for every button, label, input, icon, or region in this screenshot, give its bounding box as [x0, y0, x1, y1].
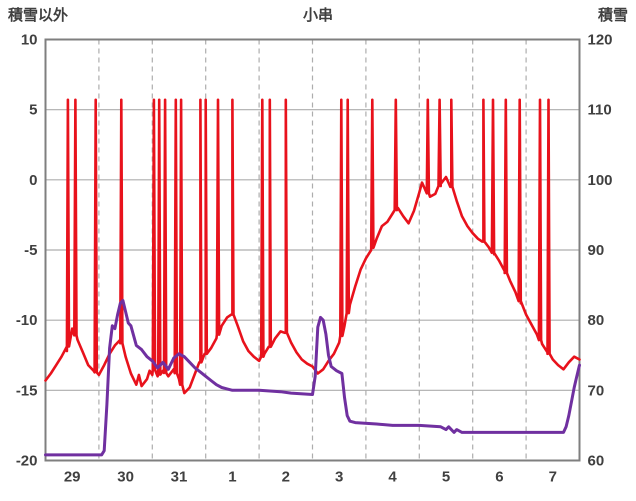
left-axis-tick-label: -5 [24, 242, 37, 259]
x-axis-day-label: 1 [228, 469, 236, 486]
x-axis-day-label: 31 [171, 469, 188, 486]
series-line-snow-depth [44, 299, 581, 457]
left-axis-tick-label: 0 [29, 172, 37, 189]
right-axis-tick-label: 60 [588, 453, 605, 470]
left-axis-tick-label: -15 [16, 382, 38, 399]
right-axis-tick-label: 120 [588, 32, 613, 49]
x-axis-day-label: 4 [388, 469, 397, 486]
left-axis-tick-label: -10 [16, 312, 38, 329]
x-axis-day-label: 3 [335, 469, 343, 486]
series-line-other-than-snow [44, 98, 581, 395]
left-axis-tick-label: 5 [29, 102, 37, 119]
plot-frame [44, 38, 581, 462]
x-axis-day-label: 29 [64, 469, 81, 486]
x-axis-day-label: 2 [282, 469, 290, 486]
left-axis-tick-label: 10 [21, 32, 38, 49]
chart-title: 小串 [302, 7, 333, 24]
left-axis-title: 積雪以外 [8, 7, 69, 24]
right-axis-title: 積雪 [597, 7, 628, 24]
right-axis-tick-label: 110 [588, 102, 612, 119]
right-axis-tick-label: 90 [588, 242, 605, 259]
x-axis-day-label: 5 [442, 469, 450, 486]
left-axis-tick-label: -20 [16, 453, 38, 470]
x-axis-day-label: 30 [117, 469, 134, 486]
right-axis-tick-label: 80 [588, 312, 605, 329]
x-axis-day-label: 7 [549, 469, 557, 486]
right-axis-tick-label: 70 [588, 382, 605, 399]
right-axis-tick-label: 100 [588, 172, 613, 189]
x-axis-day-label: 6 [495, 469, 503, 486]
